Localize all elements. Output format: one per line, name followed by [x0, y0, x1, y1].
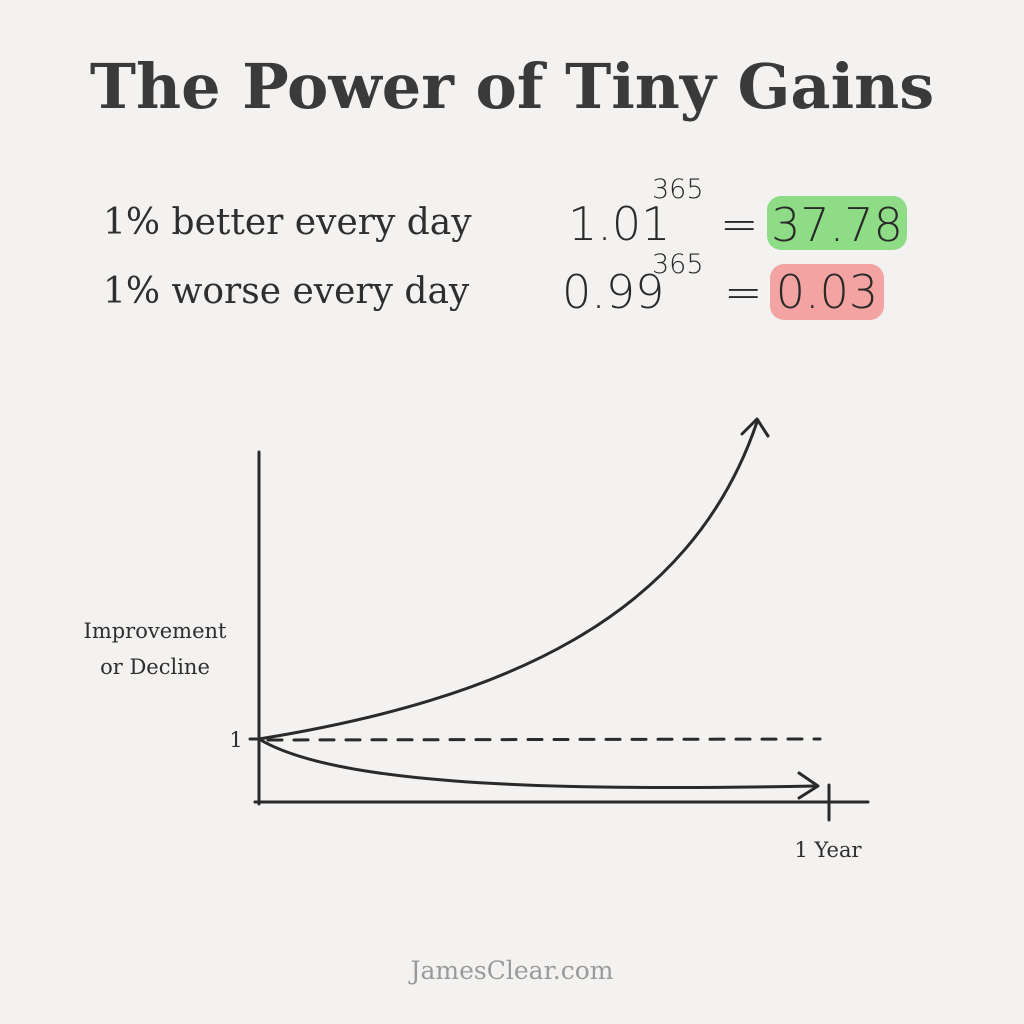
equation-result: 0.03	[776, 265, 878, 319]
equation-exponent: 365	[652, 249, 704, 280]
highlight-red	[770, 264, 884, 320]
equation-base: 1.01	[568, 197, 670, 251]
equation-equals: =	[724, 265, 763, 319]
y-axis-label: or Decline	[100, 655, 210, 679]
footer: JamesClear.com	[408, 956, 614, 985]
decline-arrowhead	[797, 771, 820, 800]
growth-curve	[257, 420, 759, 741]
baseline-dashed	[266, 737, 822, 742]
growth-arrowhead	[740, 417, 770, 438]
equation-exponent: 365	[652, 174, 704, 205]
y-tick-label: 1	[229, 728, 242, 752]
equation-label: 1% better every day	[103, 202, 472, 243]
equation-base: 0.99	[562, 265, 664, 319]
x-tick-label: 1 Year	[794, 838, 862, 862]
y-axis-label: Improvement	[84, 619, 227, 643]
equation-result: 37.78	[771, 198, 903, 252]
equation-equals: =	[720, 197, 759, 251]
equation-label: 1% worse every day	[103, 271, 470, 312]
title: The Power of Tiny Gains	[90, 50, 934, 123]
highlight-green	[767, 196, 907, 250]
decline-curve	[257, 737, 818, 790]
